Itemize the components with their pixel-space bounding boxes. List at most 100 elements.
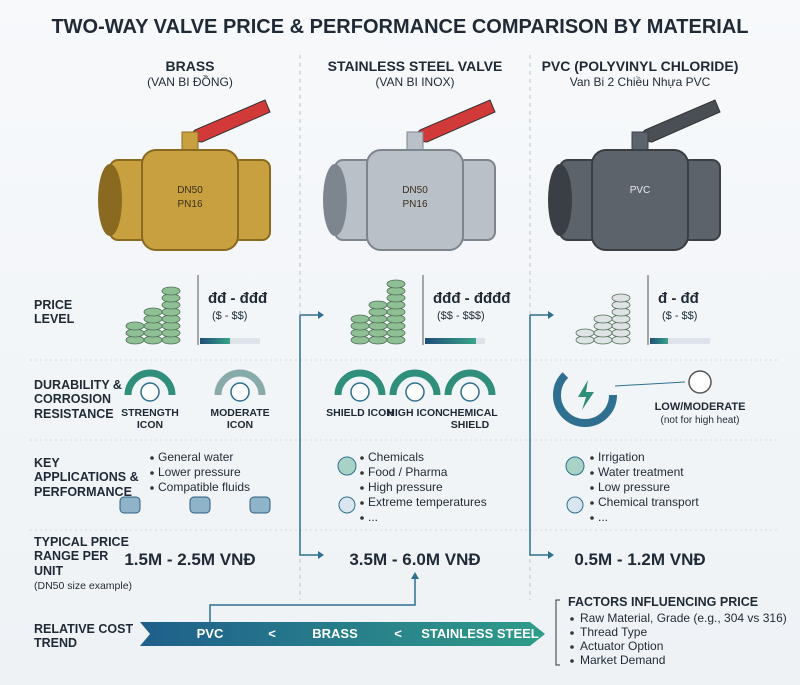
- app-icon: [565, 456, 585, 476]
- app-icon: [249, 496, 271, 514]
- price-note: (DN50 size example): [34, 580, 133, 592]
- row-label: RELATIVE COST TREND: [34, 622, 134, 651]
- application: Extreme temperatures: [368, 495, 487, 509]
- material-subtitle: (VAN BI INOX): [375, 75, 455, 89]
- trend-label: BRASS: [312, 626, 358, 641]
- durability-icon: [334, 369, 386, 396]
- application: Chemical transport: [598, 495, 699, 509]
- valve-mark: PN16: [177, 199, 203, 210]
- valve-body: [591, 149, 689, 251]
- price-symbol: đđ - đđđ: [208, 290, 268, 307]
- row-label: PRICE LEVEL: [34, 298, 75, 327]
- flow-arrow: [299, 315, 318, 556]
- coin: [125, 321, 145, 331]
- factor: Market Demand: [580, 653, 666, 667]
- bullet: [590, 516, 594, 520]
- valve-mark: PVC: [629, 185, 651, 196]
- durability-ring: [553, 363, 617, 427]
- bullet: [360, 471, 364, 475]
- trend-label: <: [394, 626, 402, 641]
- application: Water treatment: [598, 465, 684, 479]
- valve-port: [323, 164, 347, 236]
- factors-bracket: [555, 599, 560, 666]
- app-icon: [566, 496, 584, 514]
- bullet: [360, 486, 364, 490]
- application: Irrigation: [598, 450, 645, 464]
- durability-label: SHIELD ICON: [326, 407, 394, 419]
- app-icon: [189, 496, 211, 514]
- durability-label: MODERATE ICON: [210, 407, 270, 432]
- price-usd: ($$ - $$$): [437, 310, 485, 322]
- material-subtitle: (VAN BI ĐỒNG): [147, 75, 233, 89]
- application: Food / Pharma: [368, 465, 448, 479]
- durability-label: STRENGTH ICON: [121, 407, 179, 432]
- application: ...: [598, 510, 609, 524]
- arrow-head: [548, 551, 554, 559]
- arrow-head: [411, 572, 419, 579]
- durability-icon: [444, 369, 496, 396]
- durability-icon: [124, 369, 176, 396]
- durability-icon-center: [350, 382, 370, 402]
- bullet: [590, 471, 594, 475]
- price-bar: [425, 338, 476, 344]
- price-symbol: đ - đđ: [658, 290, 699, 307]
- valve-body: [141, 149, 239, 251]
- app-icon: [337, 456, 357, 476]
- coin: [368, 300, 388, 310]
- coin: [575, 328, 595, 338]
- durability-bolt: [578, 380, 594, 410]
- bullet: [590, 501, 594, 505]
- trend-label: <: [268, 626, 276, 641]
- durability-icon-center: [230, 382, 250, 402]
- durability-note: (not for high heat): [660, 415, 740, 426]
- coin: [386, 279, 406, 289]
- price-bar: [200, 338, 230, 344]
- flow-arrow: [529, 315, 548, 556]
- durability-label: HIGH ICON: [387, 407, 443, 419]
- bullet: [360, 516, 364, 520]
- factor: Actuator Option: [580, 639, 664, 653]
- durability-label: CHEMICAL SHIELD: [442, 407, 498, 432]
- material-name: PVC (POLYVINYL CHLORIDE): [541, 58, 739, 74]
- trend-arrow: [209, 578, 416, 622]
- bullet: [360, 456, 364, 460]
- price-usd: ($ - $$): [212, 310, 248, 322]
- valve-port: [548, 164, 572, 236]
- trend-banner: [140, 622, 545, 646]
- coin: [161, 286, 181, 296]
- bullet: [590, 456, 594, 460]
- durability-icon-center: [405, 382, 425, 402]
- row-label: DURABILITY & CORROSION RESISTANCE: [34, 378, 122, 421]
- valve-mark: DN50: [402, 185, 428, 196]
- price-usd: ($ - $$): [662, 310, 698, 322]
- material-name: BRASS: [165, 58, 215, 74]
- price-range: 3.5M - 6.0M VNĐ: [349, 550, 481, 569]
- coin: [350, 314, 370, 324]
- valve-body: [366, 149, 464, 251]
- factors-title: FACTORS INFLUENCING PRICE: [568, 595, 759, 609]
- bullet: [570, 617, 574, 621]
- bullet: [570, 645, 574, 649]
- bullet: [570, 631, 574, 635]
- bullet: [150, 456, 154, 460]
- trend-label: STAINLESS STEEL: [421, 626, 539, 641]
- material-subtitle: Van Bi 2 Chiều Nhựa PVC: [569, 75, 711, 89]
- valve-mark: PN16: [402, 199, 428, 210]
- application: ...: [368, 510, 379, 524]
- bullet: [570, 659, 574, 663]
- bullet: [360, 501, 364, 505]
- application: High pressure: [368, 480, 443, 494]
- app-icon: [119, 496, 141, 514]
- gauge-icon: [688, 370, 712, 394]
- application: General water: [158, 450, 234, 464]
- coin: [611, 293, 631, 303]
- price-range: 1.5M - 2.5M VNĐ: [124, 550, 256, 569]
- row-label: TYPICAL PRICE RANGE PER UNIT: [34, 535, 129, 578]
- coin: [143, 307, 163, 317]
- price-symbol: đđđ - đđđđ: [433, 290, 511, 307]
- row-label: KEY APPLICATIONS & PERFORMANCE: [34, 456, 139, 499]
- material-name: STAINLESS STEEL VALVE: [327, 58, 503, 74]
- application: Lower pressure: [158, 465, 241, 479]
